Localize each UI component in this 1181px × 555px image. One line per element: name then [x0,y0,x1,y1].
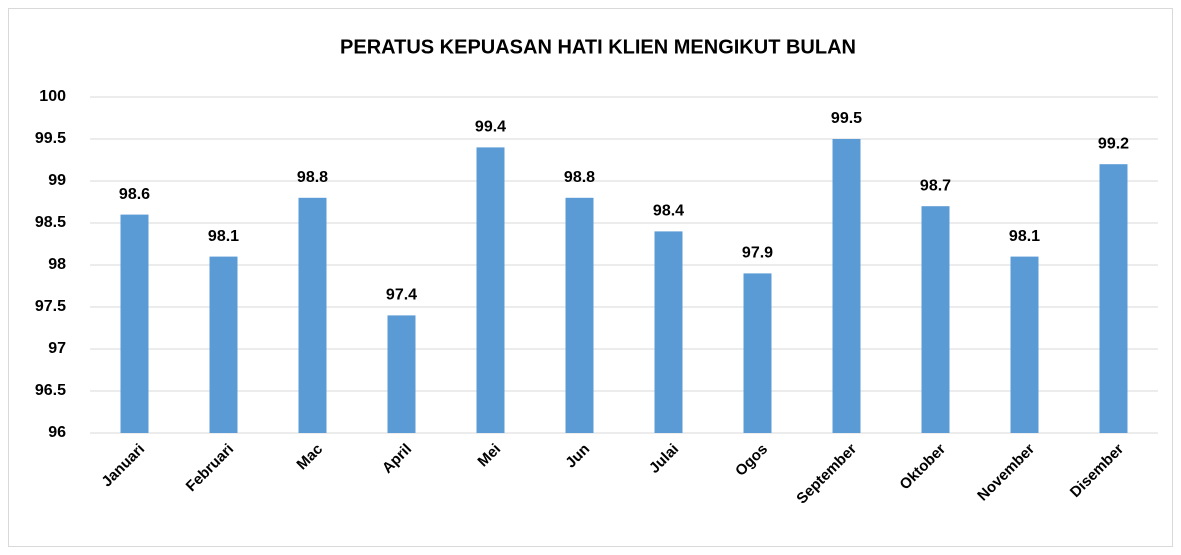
bar [476,147,505,433]
bar [921,206,950,433]
data-label: 98.6 [119,186,150,203]
data-label: 99.5 [831,110,862,127]
y-tick-label: 98.5 [35,214,66,231]
data-label: 98.1 [1009,228,1040,245]
y-tick-label: 97.5 [35,298,66,315]
bar [565,197,594,433]
data-label: 98.8 [564,169,595,186]
data-label: 98.7 [920,177,951,194]
bar [209,256,238,433]
y-tick-label: 98 [48,256,66,273]
bar [832,139,861,433]
data-label: 97.4 [386,287,417,304]
bar [1010,256,1039,433]
y-tick-label: 96 [48,424,66,441]
bar [120,214,149,433]
y-tick-label: 96.5 [35,382,66,399]
bar [1099,164,1128,433]
y-tick-label: 99 [48,172,66,189]
data-label: 99.2 [1098,135,1129,152]
y-tick-label: 97 [48,340,66,357]
bar [298,197,327,433]
data-label: 99.4 [475,119,506,136]
bar [387,315,416,433]
bar [654,231,683,433]
data-label: 98.4 [653,203,684,220]
y-tick-label: 99.5 [35,130,66,147]
bar [743,273,772,433]
chart-title: PERATUS KEPUASAN HATI KLIEN MENGIKUT BUL… [340,36,856,58]
y-tick-label: 100 [39,88,66,105]
data-label: 97.9 [742,245,773,262]
data-label: 98.8 [297,169,328,186]
data-label: 98.1 [208,228,239,245]
